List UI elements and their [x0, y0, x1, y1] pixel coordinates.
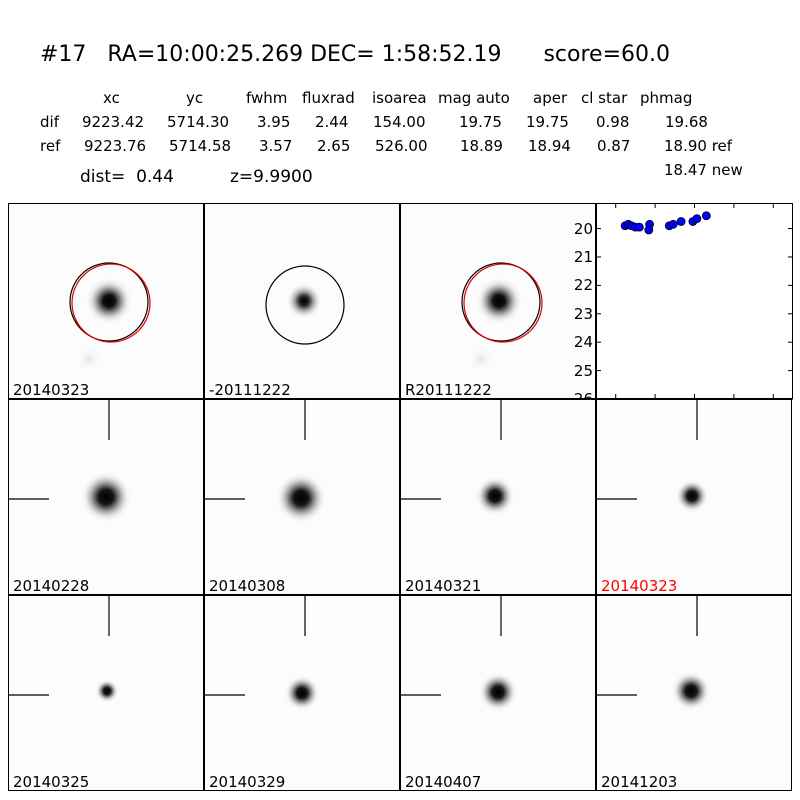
col-header-fluxrad: fluxrad [302, 89, 355, 107]
cell-mag-auto: 18.89 [460, 137, 503, 155]
cell-fwhm: 3.57 [259, 137, 293, 155]
col-header-fwhm: fwhm [246, 89, 288, 107]
cell-phmag: 18.90 ref [664, 137, 733, 155]
epoch-stamp-panel: 20140321 [400, 399, 596, 595]
stamp-image [9, 596, 119, 703]
panel-label: 20140321 [405, 577, 482, 595]
stamp-image [265, 265, 345, 345]
col-header-isoarea: isoarea [372, 89, 427, 107]
stamp-image [597, 400, 709, 513]
epoch-stamp-panel: 20140308 [204, 399, 400, 595]
data-point [634, 222, 644, 232]
source-blob [475, 476, 515, 516]
cell-mag-auto: 19.75 [459, 113, 502, 131]
stamp-image [461, 262, 543, 373]
source-blob [675, 479, 709, 513]
cell-fwhm: 3.95 [257, 113, 291, 131]
cell-aper: 19.75 [526, 113, 569, 131]
light-curve-plot: 20212223242526−100−50050100 [574, 203, 793, 421]
stamp-image [205, 596, 320, 711]
stamp-image [9, 400, 132, 523]
cell-xc: 9223.76 [84, 137, 147, 155]
epoch-stamp-panel: 20140228 [8, 399, 204, 595]
page-title: #17 RA=10:00:25.269 DEC= 1:58:52.19 scor… [40, 42, 670, 67]
data-point [644, 225, 654, 235]
panel-label: 20140323 [13, 381, 90, 399]
epoch-stamp-panel: 20140329 [204, 595, 400, 791]
z-value: z=9.9900 [230, 167, 313, 187]
row-name: ref [40, 137, 61, 155]
epoch-stamp-panel: 20140323 [596, 399, 792, 595]
ref-aperture-circle [463, 263, 543, 343]
source-blob [478, 672, 518, 712]
source-blob [80, 471, 132, 523]
row-name: dif [40, 113, 59, 131]
cell-cl-star: 0.87 [597, 137, 631, 155]
cell-aper: 18.94 [528, 137, 571, 155]
data-point [701, 211, 711, 221]
panel-label: 20140325 [13, 773, 90, 791]
stamp-image [597, 596, 711, 711]
panel-label: R20111222 [405, 381, 492, 399]
col-header-aper: aper [533, 89, 568, 107]
phmag-new: 18.47 new [664, 161, 743, 179]
y-tick-label: 21 [573, 247, 593, 266]
aperture-circle [69, 262, 149, 342]
panel-label: 20140407 [405, 773, 482, 791]
source-blob [85, 277, 133, 325]
dist-value: dist= 0.44 [80, 167, 174, 187]
stamp-image [401, 596, 518, 712]
source-blob [671, 671, 711, 711]
source-blob [286, 283, 322, 319]
source-blob [275, 472, 327, 524]
panel-label: 20141203 [601, 773, 678, 791]
panel-label: 20140329 [209, 773, 286, 791]
cell-xc: 9223.42 [82, 113, 145, 131]
epoch-stamp-panel: 20141203 [596, 595, 792, 791]
stamp-panel-ref: R20111222 [400, 203, 596, 399]
col-header-xc: xc [103, 89, 120, 107]
panel-label: 20140323 [601, 577, 678, 595]
cell-yc: 5714.30 [167, 113, 230, 131]
ref-aperture-circle [71, 263, 151, 343]
panel-label: -20111222 [209, 381, 291, 399]
cell-isoarea: 526.00 [375, 137, 428, 155]
data-point [692, 214, 702, 224]
cell-phmag: 19.68 [665, 113, 708, 131]
panel-label: 20140308 [209, 577, 286, 595]
y-tick-label: 25 [573, 361, 593, 380]
cell-cl-star: 0.98 [596, 113, 630, 131]
y-tick-label: 23 [573, 304, 593, 323]
cell-isoarea: 154.00 [373, 113, 426, 131]
data-point [676, 217, 686, 226]
aperture-circle [265, 265, 345, 345]
plot-area [596, 203, 793, 400]
col-header-phmag: phmag [640, 89, 693, 107]
col-header-cl-star: cl star [581, 89, 628, 107]
epoch-stamp-panel: 20140407 [400, 595, 596, 791]
epoch-stamp-panel: 20140325 [8, 595, 204, 791]
stamp-image [69, 262, 151, 373]
panel-label: 20140228 [13, 577, 90, 595]
source-blob [284, 675, 320, 711]
data-point [668, 219, 678, 229]
aperture-circle [461, 262, 541, 342]
y-tick-label: 20 [573, 219, 593, 238]
cell-fluxrad: 2.44 [315, 113, 349, 131]
col-header-yc: yc [186, 89, 204, 107]
stamp-image [401, 400, 515, 516]
col-header-mag-auto: mag auto [438, 89, 510, 107]
y-tick-label: 22 [573, 276, 593, 295]
stamp-image [205, 400, 327, 524]
stamp-panel-diff: -20111222 [204, 203, 400, 399]
cell-fluxrad: 2.65 [317, 137, 351, 155]
source-blob [95, 679, 119, 703]
cell-yc: 5714.58 [169, 137, 232, 155]
source-blob [475, 277, 523, 325]
stamp-panel-new: 20140323 [8, 203, 204, 399]
y-tick-label: 24 [573, 333, 593, 352]
